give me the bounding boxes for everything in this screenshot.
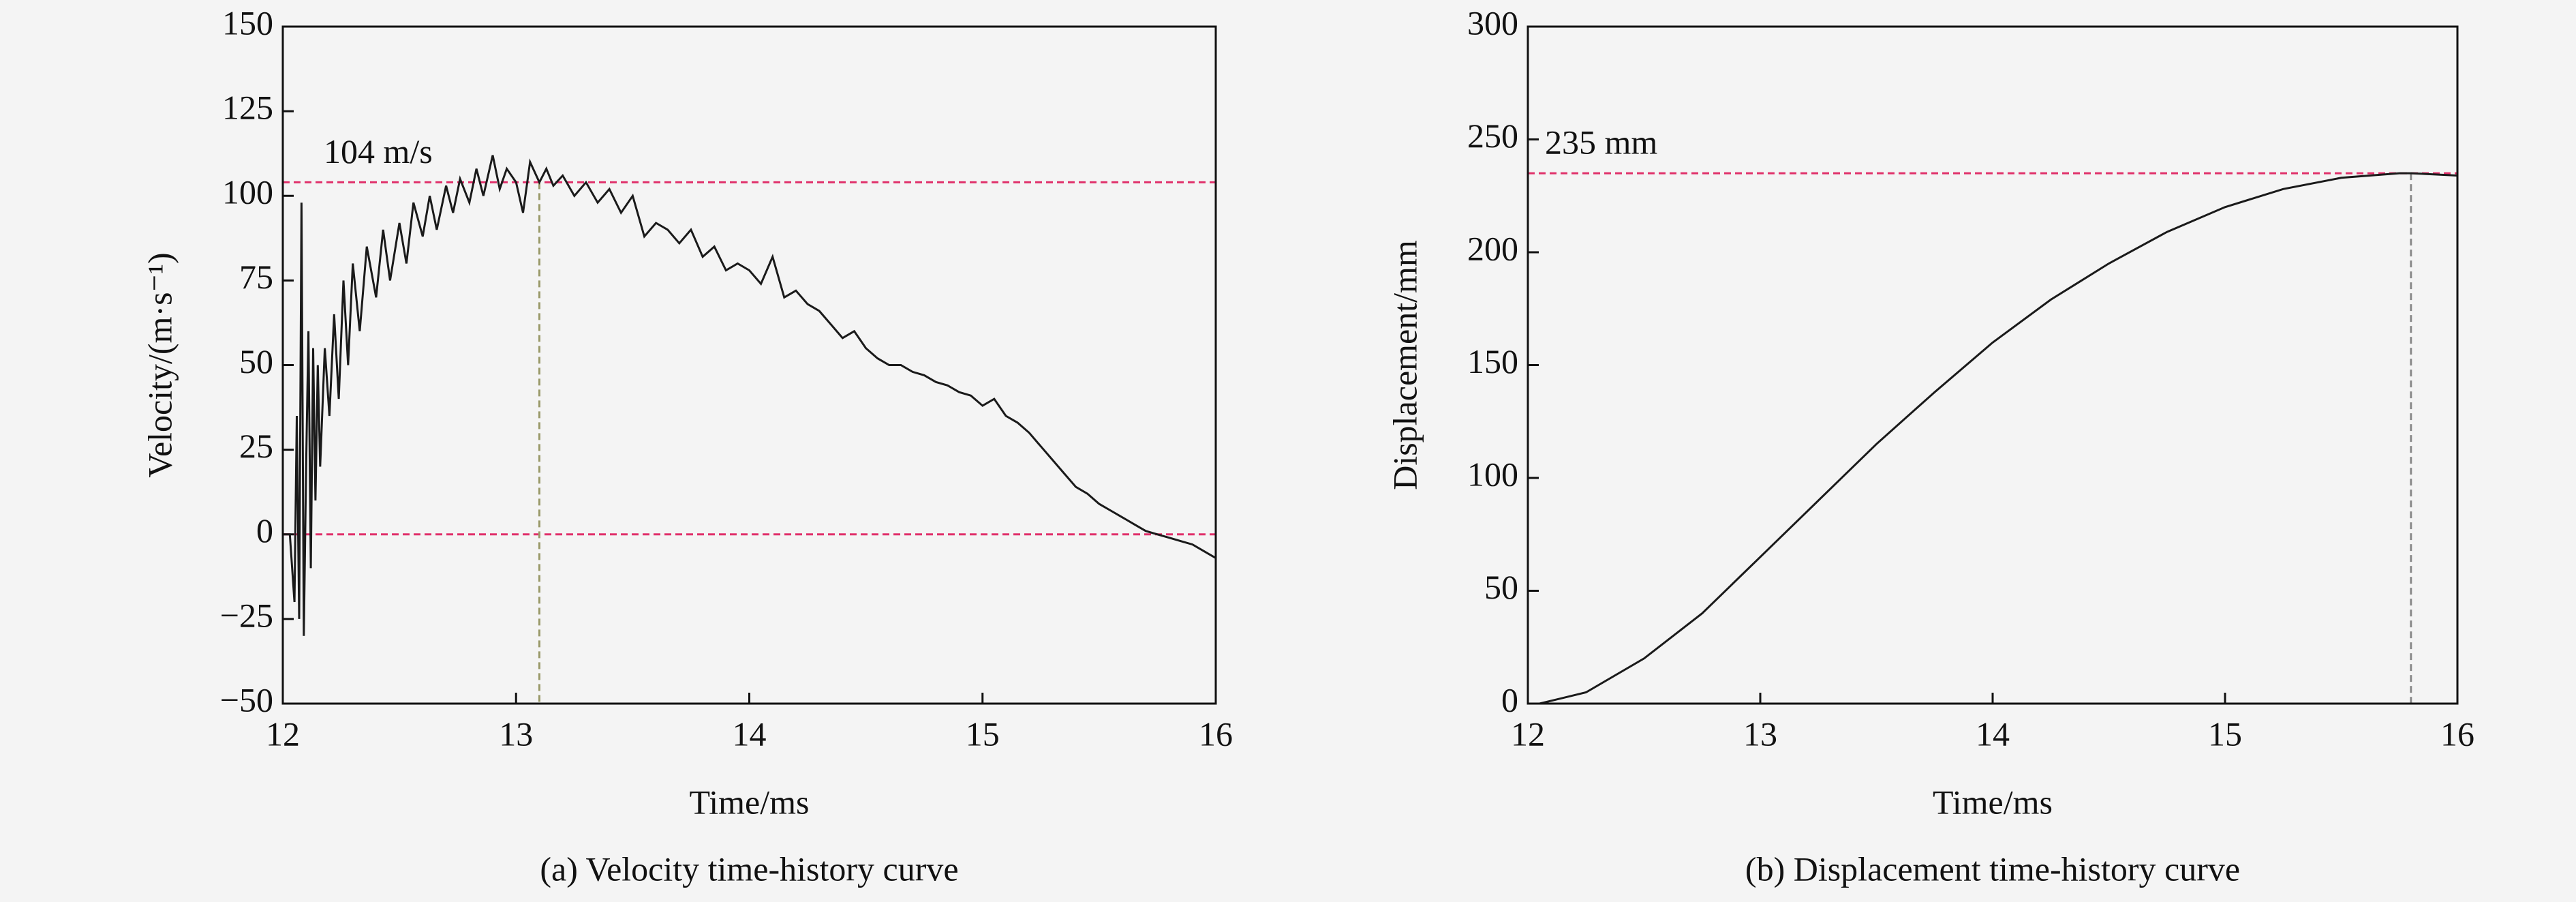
y-tick-label: 150 [222,3,273,42]
y-tick-label: 0 [256,511,273,550]
x-tick-label: 13 [1743,715,1777,753]
y-tick-label: 250 [1467,117,1518,155]
x-tick-label: 12 [266,715,300,753]
y-tick-label: 25 [239,427,273,465]
y-tick-label: 150 [1467,342,1518,380]
x-tick-label: 14 [733,715,767,753]
data-line [1539,172,2458,705]
x-tick-label: 14 [1976,715,2010,753]
y-tick-label: 100 [222,173,273,211]
caption: (a) Velocity time-history curve [540,850,958,888]
annotation: 104 m/s [324,132,433,170]
x-tick-label: 12 [1511,715,1545,753]
y-tick-label: 50 [239,342,273,380]
y-tick-label: −50 [220,680,273,719]
annotation: 235 mm [1545,123,1657,162]
x-tick-label: 13 [499,715,533,753]
x-axis-title: Time/ms [1933,783,2053,821]
y-tick-label: 100 [1467,455,1518,493]
data-line [283,155,1216,636]
y-tick-label: 300 [1467,3,1518,42]
x-tick-label: 16 [1199,715,1233,753]
caption: (b) Displacement time-history curve [1745,850,2240,888]
y-tick-label: 0 [1501,680,1518,719]
y-tick-label: 125 [222,89,273,127]
y-tick-label: 75 [239,258,273,296]
plot-frame [281,25,1217,705]
y-axis-title: Displacement/mm [1385,240,1424,490]
y-tick-label: 200 [1467,229,1518,267]
x-tick-label: 15 [2208,715,2242,753]
x-tick-label: 15 [966,715,1000,753]
x-tick-label: 16 [2440,715,2474,753]
y-axis-title: Velocity/(m·s⁻¹) [140,252,179,477]
plot-frame [1527,25,2459,705]
x-axis-title: Time/ms [689,783,809,821]
y-tick-label: 50 [1484,568,1518,606]
y-tick-label: −25 [220,596,273,634]
